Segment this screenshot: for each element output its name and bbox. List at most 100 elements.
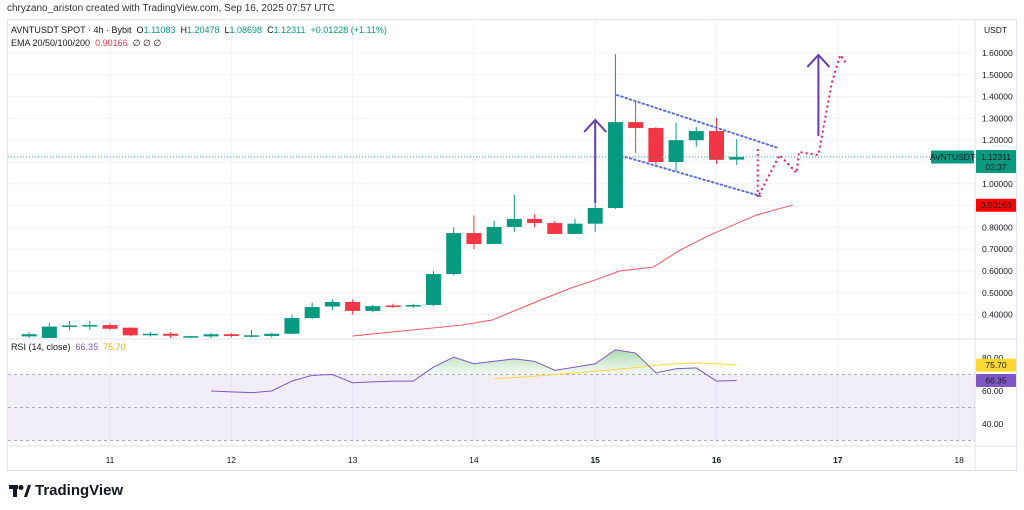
price-axis-tick: 0.50000 — [982, 288, 1013, 298]
price-axis-tick: 0.40000 — [982, 310, 1013, 320]
candle[interactable] — [628, 100, 644, 154]
candle[interactable] — [244, 329, 260, 338]
candle[interactable] — [62, 321, 78, 330]
candle[interactable] — [547, 220, 563, 234]
price-axis-tick: 0.80000 — [982, 222, 1013, 232]
rsi-legend[interactable]: RSI (14, close) 66.35 75.70 — [11, 342, 126, 352]
symbol-price-label: AVNTUSDT — [930, 152, 975, 162]
open-value: 1.11083 — [143, 25, 176, 35]
candle[interactable] — [183, 335, 199, 339]
candle-body — [365, 306, 381, 311]
triangle-upper-line[interactable] — [616, 94, 780, 150]
candle-body — [607, 122, 623, 208]
candle[interactable] — [203, 333, 219, 338]
candle[interactable] — [163, 332, 179, 339]
candle[interactable] — [587, 201, 603, 232]
candle[interactable] — [142, 332, 158, 337]
rsi-ma-label-bg — [976, 358, 1016, 372]
candle-body — [82, 325, 98, 327]
candle-body — [385, 305, 401, 307]
low-value: 1.08698 — [229, 25, 263, 35]
candle[interactable] — [21, 332, 37, 341]
candle[interactable] — [82, 321, 98, 330]
change-value: +0.01228 (+1.11%) — [310, 25, 387, 35]
candle[interactable] — [284, 314, 300, 335]
price-axis-tick: 1.30000 — [982, 113, 1013, 123]
candle[interactable] — [264, 333, 280, 338]
tradingview-logo-icon — [9, 484, 31, 497]
candle[interactable] — [446, 227, 462, 276]
ema-legend-row[interactable]: EMA 20/50/100/200 0.90166 ∅ ∅ ∅ — [11, 37, 387, 50]
candle-body — [142, 333, 158, 336]
candle[interactable] — [648, 127, 664, 167]
bar-countdown-label: 02:37 — [985, 162, 1007, 172]
symbol-title[interactable]: AVNTUSDT SPOT · 4h · Bybit — [11, 25, 132, 35]
time-axis-tick: 12 — [227, 455, 237, 465]
axes: USDT 1.60000 1.50000 1.40000 1.30000 1.20000 1… — [106, 25, 1016, 465]
candle[interactable] — [425, 271, 441, 306]
candle[interactable] — [486, 220, 502, 244]
candle[interactable] — [365, 304, 381, 313]
arrow-up-drawing[interactable] — [583, 118, 607, 203]
rsi-ma-value: 75.70 — [103, 342, 126, 352]
candle-body — [203, 334, 219, 337]
ema-price-label-bg — [976, 198, 1016, 212]
arrow-up-drawing[interactable] — [806, 53, 831, 137]
rsi-axis-tick: 80.00 — [982, 353, 1004, 363]
rsi-line — [211, 349, 737, 394]
chart-frame — [7, 19, 1017, 471]
candle-body — [506, 218, 522, 227]
rsi-label: RSI (14, close) — [11, 342, 71, 352]
candle[interactable] — [567, 218, 583, 234]
candle[interactable] — [688, 127, 704, 147]
rsi-value-label-bg — [976, 374, 1016, 388]
candle[interactable] — [324, 299, 340, 311]
candle[interactable] — [223, 333, 239, 338]
time-axis-tick: 11 — [106, 455, 115, 465]
candle[interactable] — [345, 299, 361, 315]
candle-body — [62, 325, 78, 327]
candle[interactable] — [729, 139, 745, 165]
candle-body — [284, 318, 300, 334]
candle-body — [547, 223, 563, 234]
rsi-overbought-fill — [211, 349, 737, 375]
candle-body — [425, 274, 441, 306]
candle[interactable] — [405, 303, 421, 309]
candle[interactable] — [385, 303, 401, 309]
candle-body — [41, 326, 57, 338]
candle-body — [163, 333, 179, 336]
candle-body — [446, 233, 462, 275]
candle[interactable] — [668, 122, 684, 171]
candle[interactable] — [466, 215, 482, 250]
tradingview-logo[interactable]: TradingView — [9, 482, 123, 499]
high-label: H — [180, 25, 187, 35]
candle[interactable] — [304, 302, 320, 319]
last-price-label: 1.12311 — [981, 152, 1011, 162]
candle[interactable] — [527, 214, 543, 228]
candle[interactable] — [122, 327, 138, 337]
candle-body — [527, 218, 543, 224]
price-axis-tick: 0.60000 — [982, 266, 1013, 276]
candle-body — [122, 327, 138, 336]
rsi-axis-tick: 40.00 — [982, 419, 1004, 429]
candle[interactable] — [709, 117, 724, 165]
candle[interactable] — [506, 194, 522, 232]
triangle-lower-line[interactable] — [624, 155, 762, 198]
candle-body — [244, 335, 260, 337]
price-axis-tick: 1.60000 — [982, 48, 1013, 58]
ema-other-values: ∅ ∅ ∅ — [132, 38, 162, 48]
candle-body — [223, 334, 239, 336]
candle[interactable] — [41, 323, 57, 340]
projection-path[interactable] — [756, 52, 849, 198]
candle[interactable] — [607, 54, 623, 209]
price-axis-tick: 1.00000 — [982, 179, 1013, 189]
ema-line — [352, 204, 794, 337]
arrow-head-icon — [583, 118, 607, 133]
ema-value: 0.90166 — [95, 38, 128, 48]
ema-price-label: 0.90166 — [981, 200, 1012, 210]
credit-line: chryzano_ariston created with TradingVie… — [7, 3, 335, 14]
candle-body — [709, 131, 724, 160]
candle[interactable] — [102, 323, 118, 330]
candle-body — [628, 122, 644, 128]
